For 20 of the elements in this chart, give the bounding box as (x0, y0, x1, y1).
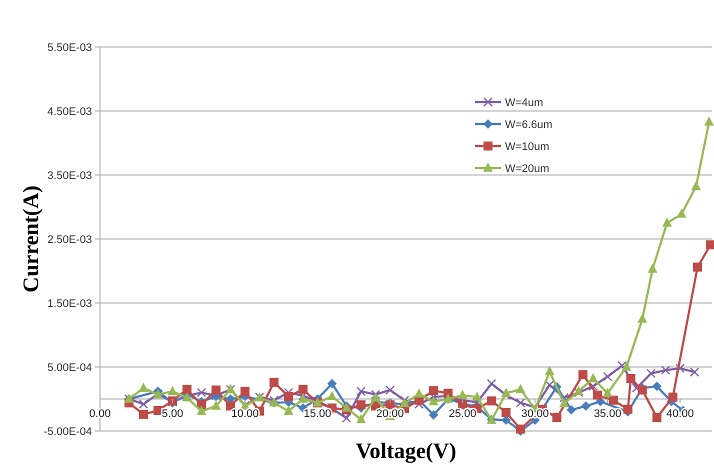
legend-label: W=10um (505, 140, 550, 153)
y-tick-label: 5.50E-03 (47, 42, 92, 54)
y-tick-label: 4.50E-03 (47, 106, 92, 118)
y-tick-label: -5.00E-04 (44, 426, 92, 438)
x-tick-label: 5.00 (162, 408, 184, 420)
x-tick-label: 10.00 (231, 408, 259, 420)
x-tick-label: 0.00 (89, 408, 111, 420)
y-tick-label: 2.50E-03 (47, 234, 92, 246)
legend-label: W=20um (505, 162, 550, 175)
legend-label: W=6.6um (505, 118, 552, 131)
x-tick-label: 15.00 (304, 408, 332, 420)
x-axis-title: Voltage(V) (356, 438, 456, 463)
y-tick-label: 1.50E-03 (47, 298, 92, 310)
x-tick-label: 40.00 (666, 408, 694, 420)
y-axis-title: Current(A) (18, 185, 43, 293)
x-tick-label: 25.00 (448, 408, 476, 420)
y-tick-label: 3.50E-03 (47, 170, 92, 182)
y-tick-label: 5.00E-04 (47, 362, 92, 374)
x-tick-label: 35.00 (594, 408, 622, 420)
legend-label: W=4um (505, 96, 544, 109)
